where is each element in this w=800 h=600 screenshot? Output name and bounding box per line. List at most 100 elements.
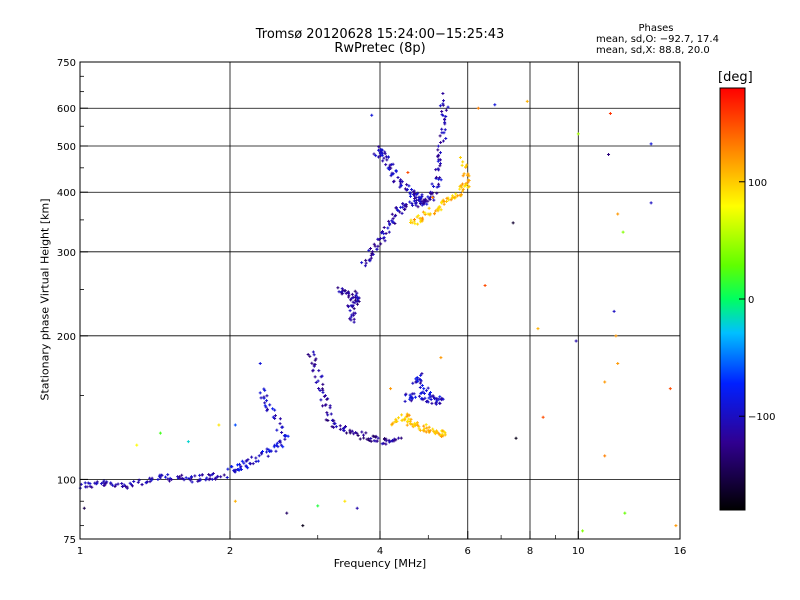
data-point [233, 499, 237, 503]
data-point [410, 188, 414, 192]
data-point [458, 187, 462, 191]
data-point [275, 428, 279, 432]
data-point [159, 473, 163, 477]
data-point [467, 174, 471, 178]
data-point [421, 390, 425, 394]
data-point [383, 150, 387, 154]
data-point [166, 473, 170, 477]
data-point [410, 203, 414, 207]
data-point [419, 195, 423, 199]
data-point [392, 439, 396, 443]
data-point [444, 108, 448, 112]
data-point [437, 177, 441, 181]
data-point [441, 91, 445, 95]
data-point [649, 142, 653, 146]
data-point [353, 301, 357, 305]
data-point [350, 429, 354, 433]
data-point [408, 191, 412, 195]
data-point [410, 422, 414, 426]
data-point [440, 432, 444, 436]
data-point [429, 395, 433, 399]
data-point [386, 226, 390, 230]
data-point [276, 445, 280, 449]
x-axis-label: Frequency [MHz] [333, 557, 427, 570]
data-point [369, 437, 373, 441]
x-tick-label: 16 [674, 546, 687, 557]
data-point [233, 468, 237, 472]
data-point [410, 202, 414, 206]
data-point [390, 172, 394, 176]
data-point [408, 393, 412, 397]
data-point [400, 180, 404, 184]
data-point [370, 113, 374, 117]
data-point [349, 315, 353, 319]
data-point [377, 155, 381, 159]
data-point [340, 287, 344, 291]
data-point [265, 399, 269, 403]
data-point [222, 473, 226, 477]
data-point [461, 160, 465, 164]
data-point [459, 194, 463, 198]
data-point [403, 204, 407, 208]
data-point [205, 476, 209, 480]
data-point [417, 394, 421, 398]
data-point [458, 156, 462, 160]
data-point [88, 482, 92, 486]
data-point [321, 404, 325, 408]
data-point [225, 476, 229, 480]
data-point [372, 242, 376, 246]
data-point [367, 258, 371, 262]
data-point [168, 476, 172, 480]
data-point [380, 148, 384, 152]
data-point [431, 195, 435, 199]
data-point [317, 386, 321, 390]
data-point [352, 432, 356, 436]
data-point [649, 201, 653, 205]
data-point [136, 480, 140, 484]
chart-title-line2: RwPretec (8p) [334, 41, 426, 56]
data-point [403, 207, 407, 211]
data-point [430, 182, 434, 186]
data-point [404, 392, 408, 396]
data-point [423, 396, 427, 400]
data-point [328, 406, 332, 410]
data-point [326, 418, 330, 422]
data-point [433, 432, 437, 436]
data-point [438, 402, 442, 406]
data-point [237, 468, 241, 472]
data-point [130, 484, 134, 488]
data-point [467, 179, 471, 183]
data-point [429, 192, 433, 196]
data-point [431, 394, 435, 398]
y-tick-label: 600 [57, 104, 76, 115]
data-point [83, 481, 87, 485]
data-point [612, 309, 616, 313]
data-point [387, 440, 391, 444]
data-point [343, 499, 347, 503]
data-point [446, 105, 450, 109]
data-point [265, 407, 269, 411]
data-point [581, 529, 585, 533]
data-point [377, 148, 381, 152]
data-point [483, 283, 487, 287]
data-point [353, 295, 357, 299]
data-point [342, 429, 346, 433]
data-point [389, 166, 393, 170]
data-point [449, 198, 453, 202]
data-point [325, 397, 329, 401]
data-point [383, 239, 387, 243]
data-point [389, 387, 393, 391]
data-point [374, 154, 378, 158]
data-point [180, 473, 184, 477]
data-point [349, 298, 353, 302]
data-point [424, 430, 428, 434]
data-point [379, 242, 383, 246]
data-point [310, 361, 314, 365]
data-point [395, 208, 399, 212]
data-point [416, 423, 420, 427]
data-point [382, 232, 386, 236]
data-point [188, 478, 192, 482]
data-point [246, 458, 250, 462]
data-point [444, 200, 448, 204]
data-point [88, 484, 92, 488]
